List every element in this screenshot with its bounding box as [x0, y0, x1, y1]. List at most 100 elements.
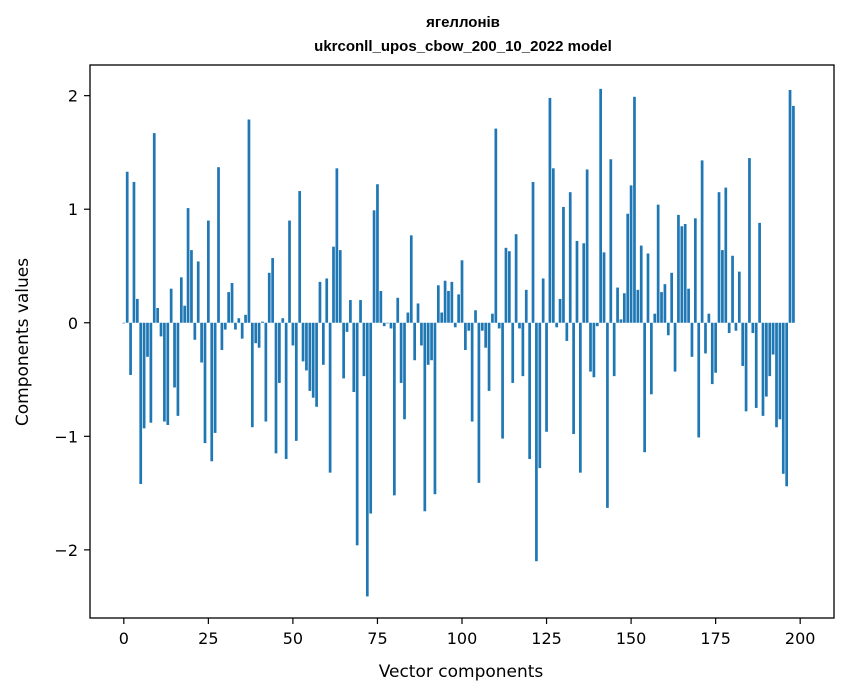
- bar-component-12: [163, 322, 166, 422]
- bar-component-100: [460, 260, 464, 323]
- bar-component-160: [663, 284, 667, 323]
- bar-component-167: [687, 288, 690, 323]
- x-tick-label: 175: [700, 629, 731, 648]
- bar-component-65: [342, 322, 345, 379]
- bar-component-61: [328, 322, 332, 473]
- bar-component-110: [494, 128, 498, 323]
- bar-component-97: [450, 281, 454, 323]
- bar-component-42: [264, 322, 268, 422]
- bar-component-49: [288, 220, 291, 323]
- bar-component-96: [447, 290, 450, 323]
- bar-component-193: [775, 322, 778, 428]
- bar-component-69: [355, 322, 359, 546]
- bar-component-186: [751, 322, 755, 333]
- x-tick-label: 25: [198, 629, 218, 648]
- bar-component-176: [717, 192, 721, 323]
- bar-component-109: [491, 313, 494, 323]
- bar-component-153: [639, 245, 643, 323]
- bar-component-120: [528, 322, 531, 460]
- bar-component-94: [440, 312, 444, 323]
- bar-component-64: [338, 250, 342, 323]
- bar-component-87: [416, 303, 420, 323]
- bar-component-16: [176, 322, 180, 416]
- bar-component-92: [433, 322, 437, 495]
- bar-component-10: [156, 308, 159, 323]
- bar-component-82: [399, 322, 403, 383]
- bar-component-103: [470, 322, 474, 422]
- bar-component-62: [332, 246, 335, 323]
- bar-component-152: [636, 289, 640, 323]
- bar-component-117: [518, 322, 521, 329]
- y-axis-ticks: −2 −1 0 1 2: [54, 87, 90, 560]
- bar-component-30: [223, 322, 227, 330]
- bar-component-107: [484, 322, 488, 348]
- bar-component-168: [690, 322, 694, 357]
- bar-component-24: [203, 322, 207, 444]
- bar-component-73: [369, 322, 373, 514]
- x-tick-label: 0: [119, 629, 129, 648]
- bar-component-108: [487, 322, 491, 391]
- bar-component-38: [250, 322, 254, 428]
- bar-component-68: [352, 322, 356, 393]
- bar-component-45: [274, 322, 278, 454]
- bar-component-14: [169, 288, 173, 323]
- bar-component-190: [765, 322, 768, 397]
- bar-component-27: [213, 322, 217, 433]
- bar-component-13: [166, 322, 170, 425]
- bar-component-136: [582, 243, 586, 323]
- bar-component-158: [656, 204, 660, 323]
- bar-component-156: [650, 322, 653, 395]
- y-axis-label: Components values: [13, 258, 33, 426]
- bar-component-179: [727, 322, 731, 333]
- bar-component-178: [724, 187, 728, 323]
- x-tick-label: 100: [447, 629, 478, 648]
- bar-component-183: [741, 322, 745, 366]
- bar-component-151: [633, 96, 636, 323]
- bar-component-53: [301, 322, 305, 362]
- bar-component-41: [261, 321, 264, 323]
- x-tick-label: 200: [785, 629, 816, 648]
- bar-component-180: [731, 255, 734, 323]
- bar-component-170: [697, 322, 701, 438]
- bar-component-118: [521, 322, 525, 377]
- bar-component-106: [480, 322, 484, 331]
- x-tick-label: 75: [367, 629, 387, 648]
- bar-component-28: [217, 167, 220, 323]
- bar-component-172: [704, 322, 707, 354]
- bar-component-95: [443, 280, 447, 323]
- bar-component-144: [609, 159, 613, 323]
- bar-component-127: [551, 168, 555, 323]
- bar-component-22: [196, 261, 200, 323]
- bar-component-0: [122, 322, 126, 324]
- bar-component-196: [785, 322, 789, 487]
- bar-component-29: [220, 322, 224, 351]
- bar-component-89: [423, 322, 427, 512]
- bar-component-18: [183, 305, 187, 323]
- bar-component-133: [572, 322, 575, 435]
- bar-component-15: [173, 322, 176, 388]
- bar-component-124: [541, 278, 545, 323]
- x-axis-ticks: 0 25 50 75 100 125 150 175 200: [119, 618, 816, 648]
- bar-component-163: [673, 322, 677, 372]
- bar-component-112: [501, 322, 504, 439]
- bar-component-105: [477, 322, 481, 483]
- bar-component-33: [234, 322, 237, 330]
- bar-component-83: [403, 322, 406, 420]
- bar-component-6: [142, 322, 146, 429]
- bar-component-149: [626, 213, 630, 323]
- bar-component-116: [514, 234, 518, 323]
- bar-component-132: [568, 192, 572, 323]
- bar-component-35: [240, 322, 244, 339]
- bar-component-78: [386, 322, 389, 324]
- bar-component-81: [396, 297, 400, 323]
- bar-component-126: [548, 97, 552, 323]
- bar-component-175: [714, 322, 717, 373]
- bar-component-52: [298, 191, 302, 323]
- bar-component-137: [585, 169, 589, 323]
- bar-component-165: [680, 226, 684, 323]
- bar-component-191: [768, 322, 772, 377]
- bar-component-88: [420, 322, 423, 346]
- bar-component-104: [474, 310, 477, 323]
- chart-subtitle: ukrconll_upos_cbow_200_10_2022 model: [314, 38, 612, 55]
